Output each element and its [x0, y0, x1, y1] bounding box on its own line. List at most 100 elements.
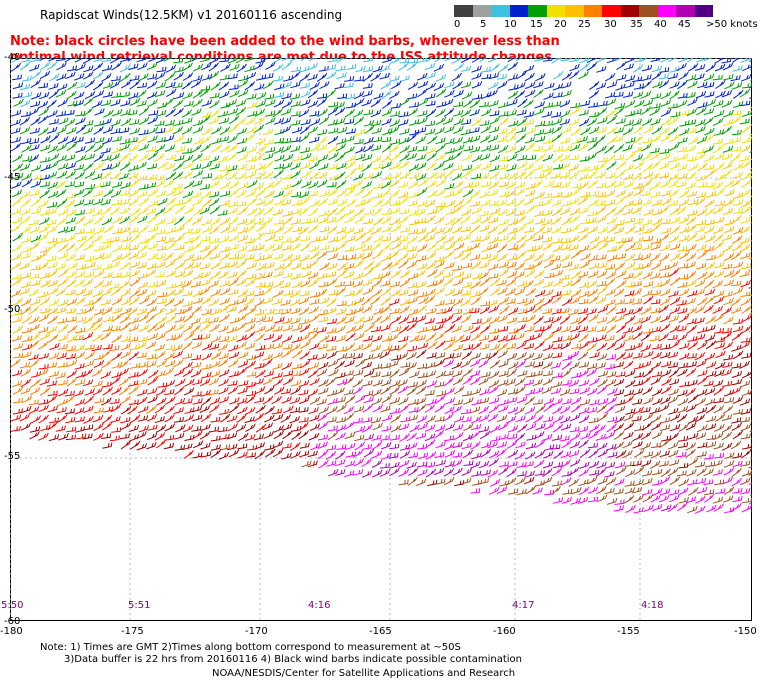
wind-barb	[685, 261, 697, 269]
wind-barb	[272, 108, 283, 118]
wind-barb	[740, 205, 752, 215]
wind-barb	[138, 143, 150, 151]
wind-barb	[642, 478, 653, 486]
wind-barb	[670, 206, 681, 216]
wind-barb	[685, 442, 697, 451]
wind-barb	[461, 251, 472, 261]
wind-barb	[571, 182, 582, 189]
wind-barb	[137, 336, 148, 343]
wind-barb	[650, 307, 661, 314]
wind-barb	[298, 417, 309, 423]
wind-barb	[427, 268, 438, 278]
wind-barb	[739, 380, 751, 388]
wind-barb	[326, 64, 337, 71]
wind-barb	[182, 62, 193, 72]
wind-barb	[335, 424, 347, 432]
wind-barb	[130, 233, 141, 243]
wind-barb	[641, 117, 653, 127]
wind-barb	[606, 81, 618, 89]
wind-barb	[165, 81, 176, 89]
wind-barb	[625, 58, 635, 64]
wind-barb	[109, 80, 121, 89]
wind-barb	[254, 298, 265, 307]
wind-barb	[685, 387, 696, 397]
wind-barb	[525, 442, 537, 450]
wind-barb	[334, 171, 346, 181]
wind-barb	[508, 307, 519, 316]
wind-barb	[254, 396, 265, 404]
wind-barb	[280, 299, 291, 306]
wind-barb	[714, 110, 725, 118]
wind-barb	[129, 261, 141, 269]
wind-barb	[236, 334, 247, 342]
wind-barb	[74, 278, 86, 288]
wind-barb	[373, 235, 384, 243]
wind-barb	[417, 422, 428, 431]
wind-barb	[552, 372, 563, 379]
wind-barb	[615, 83, 626, 91]
wind-barb	[263, 206, 274, 216]
wind-barb	[352, 353, 363, 360]
wind-barb	[146, 360, 157, 368]
wind-barb	[516, 70, 527, 80]
wind-barb	[129, 277, 141, 287]
wind-barb	[298, 296, 310, 305]
wind-barb	[371, 459, 383, 468]
wind-barb	[506, 164, 517, 172]
wind-barb	[685, 253, 697, 262]
wind-barb	[480, 125, 492, 134]
wind-barb	[461, 281, 472, 288]
wind-barb	[604, 404, 615, 414]
wind-barb	[58, 208, 69, 216]
wind-barb	[19, 215, 31, 225]
wind-barb	[660, 179, 671, 188]
wind-barb	[46, 171, 58, 179]
wind-barb	[94, 397, 105, 404]
wind-barb	[190, 281, 201, 288]
wind-barb	[596, 404, 608, 414]
wind-barb	[209, 225, 220, 235]
wind-barb	[514, 432, 526, 442]
wind-barb	[740, 337, 751, 343]
wind-barb	[562, 261, 573, 268]
wind-barb	[192, 119, 203, 127]
wind-barb	[101, 238, 112, 244]
wind-barb	[741, 449, 752, 459]
wind-barb	[481, 253, 492, 260]
wind-barb	[730, 153, 741, 163]
wind-barb	[93, 422, 104, 432]
wind-barb	[326, 345, 337, 351]
wind-barb	[328, 101, 339, 108]
wind-barb	[678, 263, 689, 269]
wind-barb	[389, 90, 400, 100]
wind-barb	[391, 235, 402, 244]
wind-barb	[93, 81, 104, 91]
wind-barb	[336, 241, 347, 251]
wind-barb	[127, 307, 138, 316]
wind-barb	[291, 425, 302, 432]
wind-barb	[155, 109, 167, 117]
wind-barb	[65, 353, 76, 360]
wind-barb	[344, 316, 355, 324]
wind-barb	[372, 404, 384, 413]
wind-barb	[560, 243, 571, 251]
wind-barb	[38, 225, 50, 233]
wind-barb	[317, 171, 328, 179]
wind-barb	[380, 81, 391, 90]
wind-barb	[461, 390, 472, 397]
wind-barb	[578, 361, 589, 368]
wind-barb	[714, 251, 725, 260]
wind-barb	[614, 102, 626, 109]
wind-barb	[336, 403, 347, 413]
wind-barb	[406, 432, 417, 442]
wind-barb	[164, 396, 176, 405]
wind-barb	[83, 299, 94, 307]
wind-barb	[433, 82, 445, 91]
wind-barb	[48, 90, 59, 100]
wind-barb	[543, 144, 554, 152]
wind-barb	[550, 486, 561, 495]
wind-barb	[345, 155, 356, 163]
wind-barb	[507, 433, 518, 440]
wind-barb	[273, 279, 285, 289]
wind-barb	[435, 234, 447, 243]
